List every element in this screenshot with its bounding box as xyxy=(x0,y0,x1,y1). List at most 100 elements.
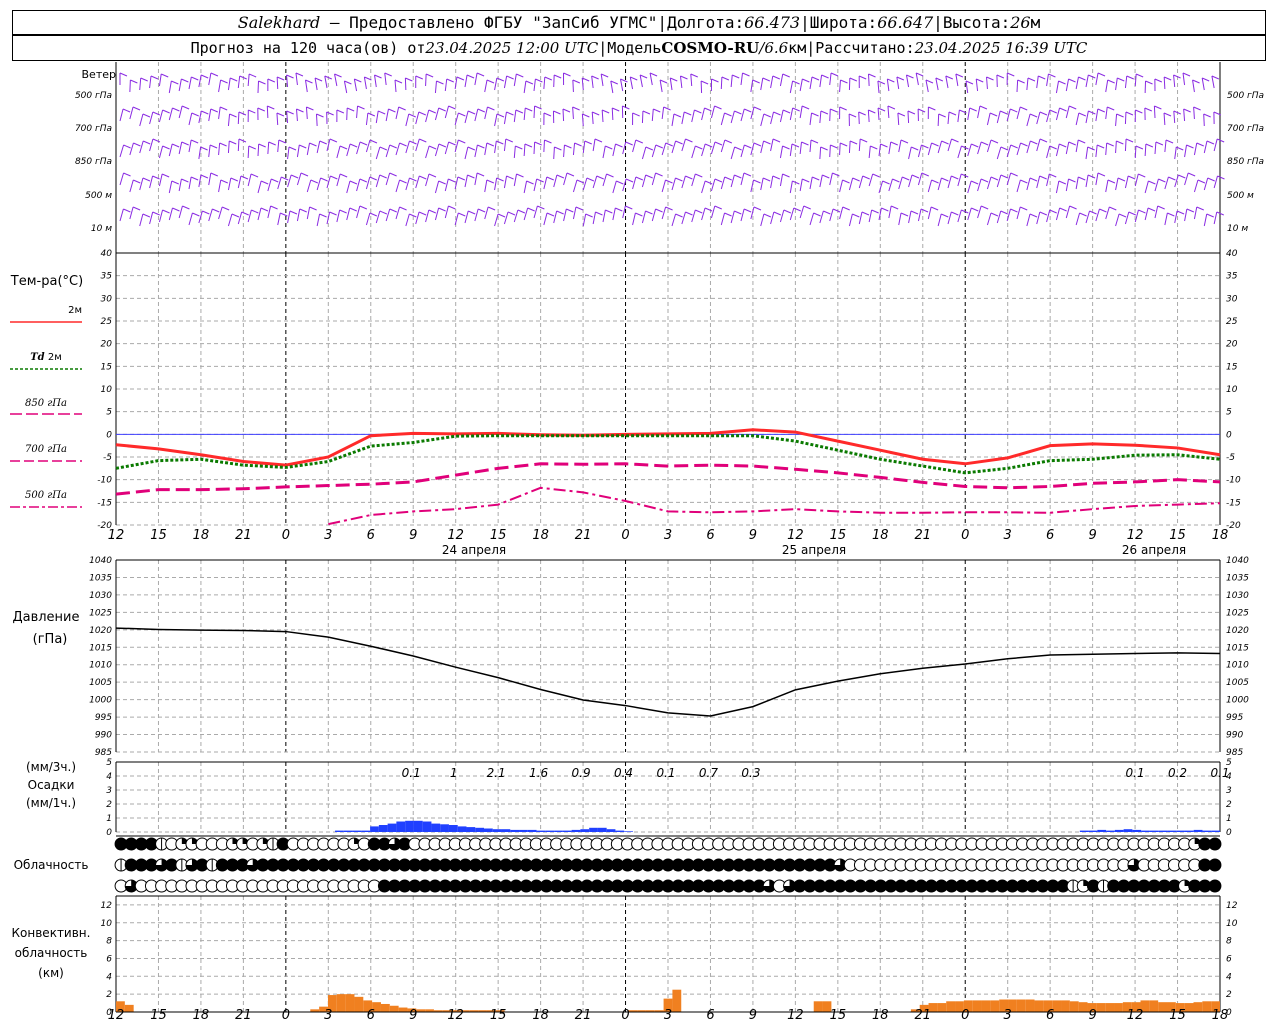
conv-bar xyxy=(672,989,682,1012)
temp-label: Тем-ра(°C) xyxy=(10,274,84,289)
wind-barb-flag xyxy=(700,80,709,85)
wind-barb xyxy=(356,141,361,155)
wind-barb xyxy=(897,112,900,126)
wind-barb-flag xyxy=(802,178,810,183)
wind-barb-flag xyxy=(665,179,673,184)
wind-barb xyxy=(750,79,754,93)
wind-barb xyxy=(641,146,647,160)
wind-barb-flag xyxy=(210,72,219,77)
wind-barb-flag xyxy=(605,145,613,150)
wind-barb-flag xyxy=(1097,108,1106,113)
conv-xtick: 18 xyxy=(193,1008,210,1023)
wind-barb xyxy=(149,175,154,189)
sep: | xyxy=(933,13,943,32)
wind-barb xyxy=(363,76,367,90)
conv-xtick: 3 xyxy=(1004,1008,1012,1023)
wind-barb xyxy=(129,206,134,220)
wind-barb-flag xyxy=(171,180,179,185)
wind-barb xyxy=(1085,174,1089,188)
wind-barb-flag xyxy=(685,211,693,216)
wind-barb xyxy=(434,143,440,157)
wind-barb xyxy=(119,172,125,186)
wind-barb xyxy=(601,109,604,123)
wind-barb xyxy=(877,107,880,121)
wind-barb xyxy=(405,177,410,191)
conv-xtick: 21 xyxy=(235,1008,252,1023)
conv-bar xyxy=(1034,1000,1044,1012)
conv-bar xyxy=(1087,1003,1097,1012)
wind-barb xyxy=(1036,138,1041,152)
prec-ytick-right: 1 xyxy=(1226,814,1232,824)
wind-barb xyxy=(867,109,870,123)
precip-bar xyxy=(1167,830,1177,832)
wind-barb-flag xyxy=(239,75,247,80)
wind-barb xyxy=(277,212,281,226)
conv-xtick: 12 xyxy=(447,1008,464,1023)
wind-barb-flag xyxy=(1216,138,1225,143)
wind-barb-flag xyxy=(1039,211,1048,216)
wind-barb-flag xyxy=(572,106,580,111)
wind-barb-flag xyxy=(594,138,603,143)
wind-barb-flag xyxy=(300,172,309,177)
wind-barb xyxy=(336,173,341,187)
alt-label: Высота: xyxy=(942,13,1011,32)
wind-barb xyxy=(691,145,696,159)
wind-barb xyxy=(356,105,359,119)
wind-barb xyxy=(591,75,594,89)
wind-barb xyxy=(789,207,795,221)
wind-barb-flag xyxy=(877,107,886,112)
cloud-symbol-part xyxy=(155,859,168,871)
wind-barb-flag xyxy=(971,207,979,212)
wind-barb-flag xyxy=(980,205,989,210)
wind-barb xyxy=(610,80,614,94)
wind-barb-flag xyxy=(1020,179,1028,184)
wind-barb-flag xyxy=(961,145,969,150)
wind-barb xyxy=(809,212,815,226)
wind-barb-flag xyxy=(143,140,151,145)
temp-xtick: 15 xyxy=(490,528,507,543)
wind-barb xyxy=(1016,106,1021,120)
wind-barb xyxy=(947,211,952,225)
wind-barb xyxy=(632,212,636,226)
wind-barb-flag xyxy=(419,175,427,180)
wind-barb-flag xyxy=(1010,208,1018,213)
wind-barb xyxy=(326,138,331,152)
wind-barb-flag xyxy=(801,141,809,146)
wind-barb xyxy=(839,179,844,193)
model-res: 6.6 xyxy=(764,39,789,57)
precip-bar xyxy=(1193,829,1203,832)
wind-barb-flag xyxy=(267,105,275,110)
conv-bar xyxy=(389,1005,399,1012)
wind-barb-flag xyxy=(811,76,820,81)
wind-barb-flag xyxy=(620,78,628,83)
wind-barb xyxy=(1075,139,1079,153)
precip-bar xyxy=(1184,830,1194,832)
wind-barb-flag xyxy=(133,179,141,184)
wind-barb xyxy=(661,142,667,156)
wind-barb xyxy=(1183,108,1186,122)
pres-ytick-left: 1005 xyxy=(89,678,112,688)
wind-barb-flag xyxy=(782,145,790,150)
wind-barb-flag xyxy=(260,207,269,212)
wind-barb-flag xyxy=(1168,176,1176,181)
conv-xtick: 0 xyxy=(621,1008,629,1023)
wind-barb-flag xyxy=(219,106,228,111)
wind-barb xyxy=(591,111,594,125)
wind-barb-flag xyxy=(675,213,683,218)
precip-3h-label: 0.9 xyxy=(572,766,591,780)
wind-barb-flag xyxy=(230,77,238,82)
temp-xtick: 12 xyxy=(1127,528,1144,543)
precip-bar xyxy=(1097,829,1107,832)
wind-barb-flag xyxy=(1196,142,1204,147)
precip-bar xyxy=(1176,830,1185,832)
wind-barb-flag xyxy=(635,139,643,144)
wind-barb xyxy=(434,107,440,121)
wind-barb xyxy=(641,174,647,188)
wind-barb-flag xyxy=(487,106,495,111)
wind-barb xyxy=(139,177,144,191)
wind-barb-flag xyxy=(384,72,392,77)
wind-barb xyxy=(681,111,685,125)
wind-barb xyxy=(208,208,213,222)
conv-xtick: 3 xyxy=(664,1008,672,1023)
wind-barb xyxy=(1154,141,1157,155)
